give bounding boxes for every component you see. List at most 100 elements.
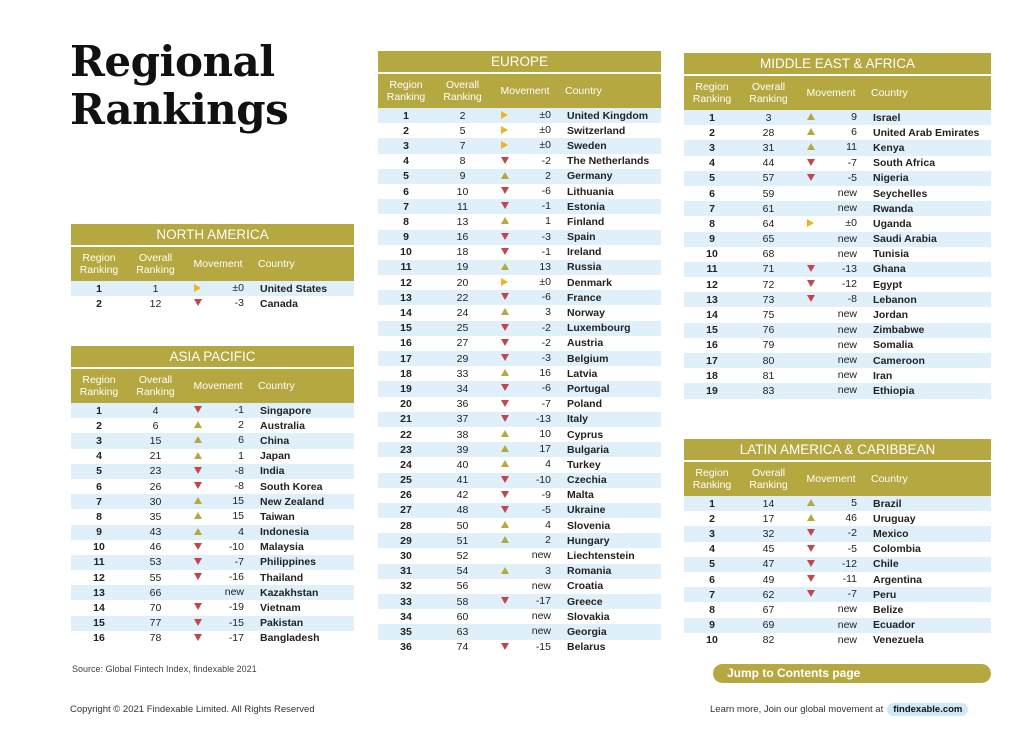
movement-value: 17	[539, 443, 551, 456]
country-name: Singapore	[260, 404, 312, 417]
movement: new	[797, 247, 865, 262]
table-row: 9 16 -3 Spain	[378, 229, 661, 245]
overall-rank: 53	[149, 556, 162, 569]
country-name: Thailand	[260, 571, 304, 584]
country-name: Belarus	[567, 641, 606, 654]
table-row: 1 4 -1 Singapore	[71, 403, 354, 419]
region-rank: 15	[93, 617, 105, 630]
learn-more: Learn more, Join our global movement at f…	[710, 703, 969, 716]
country-name: Italy	[567, 413, 589, 426]
movement-value: new	[837, 338, 857, 351]
region-rank: 2	[709, 126, 715, 139]
overall-rank: 48	[456, 504, 469, 517]
triangle-down-icon	[807, 574, 815, 582]
movement-value: -5	[847, 171, 857, 184]
movement: -3	[491, 230, 559, 245]
triangle-down-icon	[807, 529, 815, 537]
movement: -8	[184, 479, 252, 494]
movement: -17	[491, 594, 559, 609]
movement-value: -11	[842, 572, 857, 585]
table-row: 10 68 new Tunisia	[684, 247, 991, 262]
region-rank: 8	[96, 510, 102, 523]
table-row: 16 27 -2 Austria	[378, 336, 661, 351]
movement-value: 1	[238, 449, 244, 462]
triangle-up-icon	[807, 113, 815, 120]
triangle-up-icon	[501, 536, 509, 544]
table-row: 9 65 new Saudi Arabia	[684, 231, 991, 247]
country-name: Belize	[873, 603, 904, 616]
region-rank: 10	[706, 248, 718, 261]
triangle-down-icon	[501, 202, 509, 210]
movement: -6	[491, 381, 559, 396]
movement: ±0	[491, 138, 559, 153]
table-row: 2 5 ±0 Switzerland	[378, 123, 661, 138]
table-row: 17 29 -3 Belgium	[378, 351, 661, 367]
region-rank: 19	[400, 382, 412, 395]
table-row: 5 23 -8 India	[71, 463, 354, 479]
movement-value: -7	[847, 588, 857, 601]
country-name: China	[260, 434, 290, 447]
table-row: 4 44 -7 South Africa	[684, 156, 991, 171]
table-row: 20 36 -7 Poland	[378, 397, 661, 412]
table-row: 28 50 4 Slovenia	[378, 518, 661, 533]
region-rank: 13	[706, 293, 718, 306]
jump-to-contents-button[interactable]: Jump to Contents page	[713, 664, 991, 683]
country-name: Kazakhstan	[260, 586, 319, 599]
movement: ±0	[491, 108, 559, 123]
region-rank: 30	[400, 550, 412, 563]
triangle-down-icon	[501, 354, 509, 361]
table-row: 12 72 -12 Egypt	[684, 277, 991, 292]
movement-value: 2	[238, 419, 244, 432]
movement: -7	[797, 156, 865, 171]
country-name: Spain	[567, 231, 596, 244]
region-rank: 4	[403, 155, 409, 168]
table-row: 19 83 new Ethiopia	[684, 383, 991, 399]
table-row: 8 13 1 Finland	[378, 214, 661, 229]
table-row: 2 12 -3 Canada	[71, 296, 354, 311]
triangle-down-icon	[194, 466, 202, 474]
header-overall: Overall Ranking	[136, 252, 175, 276]
country-name: Cyprus	[567, 428, 604, 441]
movement-value: 9	[851, 111, 857, 123]
table-row: 3 31 11 Kenya	[684, 140, 991, 156]
triangle-down-icon	[194, 542, 202, 550]
triangle-right-icon	[194, 284, 201, 292]
movement: 1	[491, 214, 559, 229]
triangle-down-icon	[194, 557, 202, 565]
movement: -3	[184, 296, 252, 311]
movement: -2	[797, 526, 865, 541]
triangle-up-icon	[501, 217, 509, 225]
table-row: 32 56 new Croatia	[378, 579, 661, 594]
movement: new	[797, 633, 865, 648]
region-rank: 17	[400, 352, 412, 365]
overall-rank: 11	[457, 200, 468, 213]
region-rank: 9	[96, 526, 102, 539]
region-rank: 18	[400, 367, 412, 380]
country-name: Estonia	[567, 200, 605, 213]
movement-value: -12	[841, 278, 857, 291]
region-rank: 11	[706, 263, 718, 276]
movement: -2	[491, 154, 559, 169]
table-row: 1 1 ±0 United States	[71, 281, 354, 297]
region-rank: 14	[706, 309, 718, 322]
region-rank: 31	[400, 565, 412, 578]
movement-value: new	[837, 633, 857, 646]
country-name: Bulgaria	[567, 443, 610, 456]
movement-value: -7	[541, 397, 551, 410]
overall-rank: 38	[456, 428, 469, 441]
overall-rank: 7	[459, 139, 466, 152]
movement: 6	[797, 125, 865, 140]
movement-value: -8	[234, 479, 244, 492]
region-rank: 6	[709, 187, 715, 200]
movement-value: new	[837, 186, 857, 199]
country-name: South Korea	[260, 480, 323, 493]
triangle-right-icon	[501, 111, 508, 119]
triangle-down-icon	[501, 384, 509, 392]
movement: -7	[797, 587, 865, 602]
table-header: Region Ranking Overall Ranking Movement Cou…	[684, 76, 991, 110]
country-name: Russia	[567, 261, 602, 274]
overall-rank: 31	[762, 141, 775, 154]
site-link[interactable]: findexable.com	[887, 703, 969, 716]
movement: 10	[491, 427, 559, 442]
movement: -5	[491, 503, 559, 518]
